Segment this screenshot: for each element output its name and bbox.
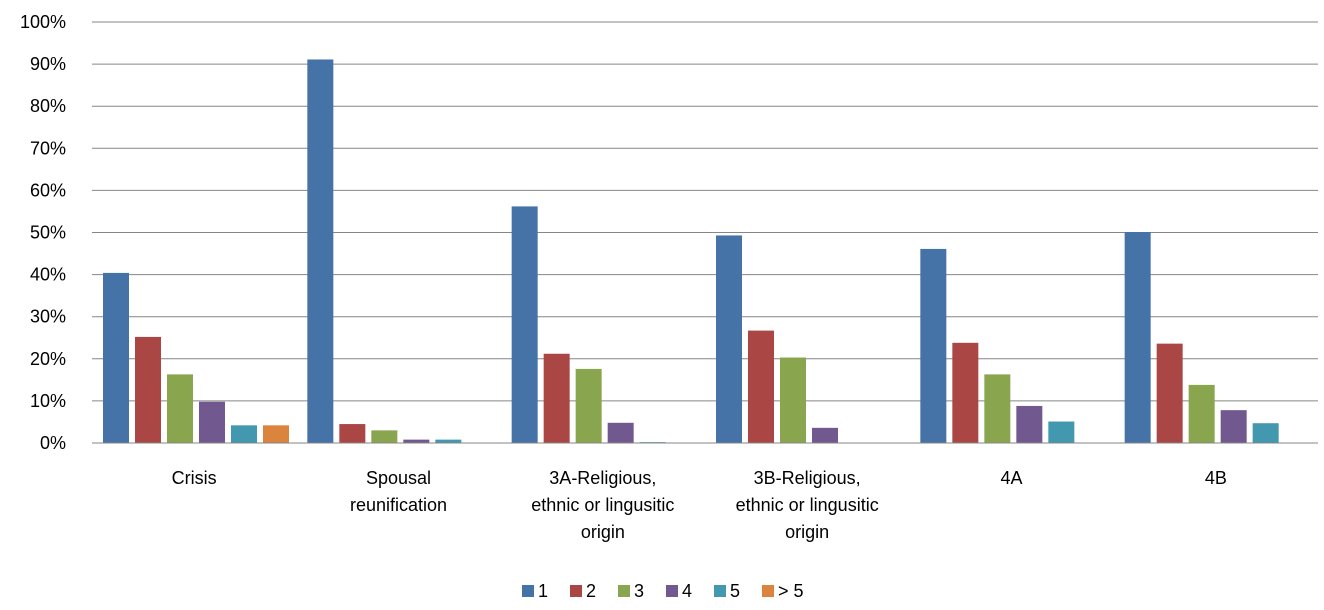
legend-item: 2 (570, 581, 596, 601)
bar-series-2-category-5 (952, 342, 979, 443)
bar-series-3-category-4 (780, 357, 806, 443)
y-tick-label: 90% (30, 54, 66, 74)
legend-label: > 5 (778, 581, 804, 601)
y-tick-label: 20% (30, 349, 66, 369)
bar-series-3-category-1 (167, 374, 193, 443)
y-tick-label: 70% (30, 138, 66, 158)
bar-series-2-category-2 (339, 424, 366, 443)
bar-series-4-category-1 (199, 401, 225, 443)
legend: 1 2 3 4 5 > 5 (522, 581, 804, 601)
bar-series-3-category-5 (984, 374, 1011, 443)
bar-series-1-category-3 (511, 206, 538, 443)
bar-series-4-category-6 (1220, 410, 1247, 443)
legend-item: 3 (618, 581, 644, 601)
gridlines (92, 21, 1318, 402)
bar-series-3-category-2 (371, 430, 398, 443)
legend-item: 1 (522, 581, 548, 601)
y-tick-label: 30% (30, 307, 66, 327)
bar-series-3-category-3 (575, 368, 602, 443)
y-tick-label: 100% (20, 12, 66, 32)
legend-label: 5 (730, 581, 740, 601)
bar-series-1-category-6 (1124, 232, 1151, 443)
legend-swatch (714, 585, 726, 597)
x-tick-label: Crisis (172, 468, 217, 488)
y-tick-label: 50% (30, 223, 66, 243)
bar-series-4-category-3 (607, 422, 634, 443)
x-tick-label: 3A-Religious, ethnic or lingusitic origin (531, 468, 674, 542)
legend-item: 4 (666, 581, 692, 601)
bar-series-4-category-2 (403, 439, 430, 443)
bar-series-1-category-2 (307, 59, 334, 444)
bar-series-1-category-4 (716, 235, 742, 443)
bar-series-2-category-1 (135, 336, 161, 443)
legend-label: 2 (586, 581, 596, 601)
legend-label: 1 (538, 581, 548, 601)
legend-swatch (762, 585, 774, 597)
bar-series-4-category-4 (812, 427, 838, 443)
x-tick-label: 4A (1000, 468, 1022, 488)
y-tick-label: 60% (30, 180, 66, 200)
y-tick-label: 40% (30, 265, 66, 285)
legend-item: 5 (714, 581, 740, 601)
legend-swatch (522, 585, 534, 597)
y-tick-label: 0% (40, 433, 66, 453)
legend-swatch (666, 585, 678, 597)
legend-label: 3 (634, 581, 644, 601)
y-tick-label: 80% (30, 96, 66, 116)
x-tick-label: 3B-Religious, ethnic or lingusitic origin (736, 468, 879, 542)
bar-series-5-category-2 (435, 439, 462, 443)
bar-series-3-category-6 (1188, 384, 1215, 443)
x-axis-category-labels: Crisis Spousal reunification 3A-Religious, e… (172, 468, 1227, 542)
bar-series-4-category-5 (1016, 405, 1043, 443)
y-axis-tick-labels: 0% 10% 20% 30% 40% 50% 60% 70% 80% 90% 100% (20, 12, 66, 453)
y-tick-label: 10% (30, 391, 66, 411)
bar-series-1-category-5 (920, 248, 947, 443)
legend-label: 4 (682, 581, 692, 601)
bar-series-5-category-6 (1252, 423, 1279, 443)
bars (103, 59, 1279, 444)
x-tick-label: 4B (1205, 468, 1227, 488)
bar-series-2-category-4 (748, 330, 774, 443)
bar-series-6-category-1 (263, 425, 289, 443)
bar-series-1-category-1 (103, 272, 129, 443)
legend-swatch (570, 585, 582, 597)
x-tick-label: Spousal reunification (350, 468, 447, 515)
bar-series-5-category-1 (231, 425, 257, 443)
legend-item: > 5 (762, 581, 804, 601)
legend-swatch (618, 585, 630, 597)
bar-series-2-category-3 (543, 353, 570, 443)
bar-series-2-category-6 (1156, 343, 1183, 443)
bar-series-5-category-5 (1048, 421, 1075, 443)
